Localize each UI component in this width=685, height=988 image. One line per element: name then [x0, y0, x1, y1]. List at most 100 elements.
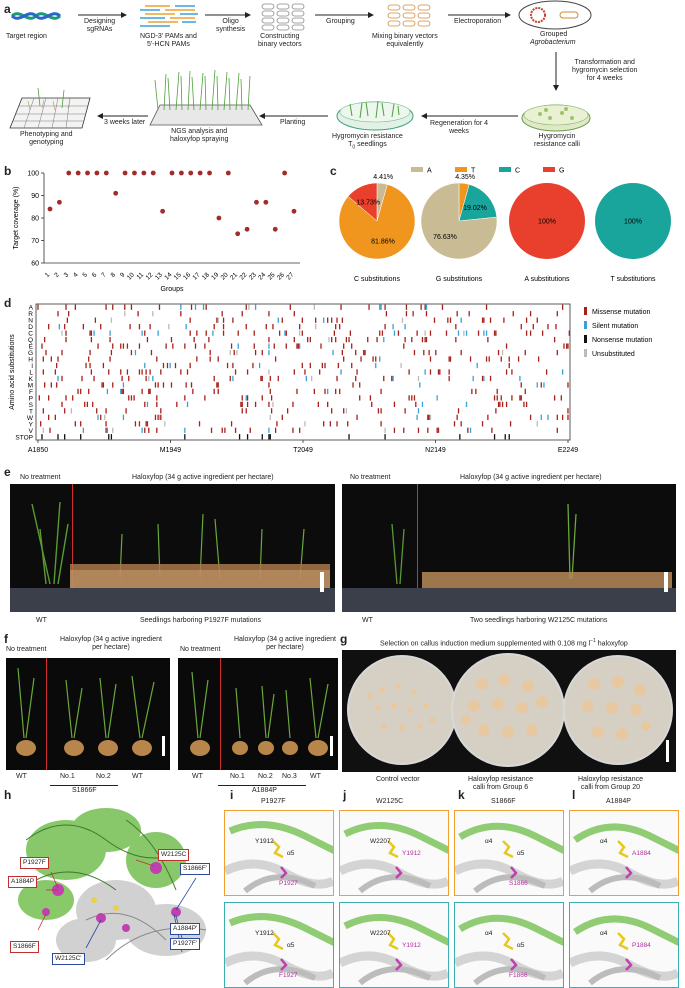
mutation-mark — [213, 388, 215, 395]
hygro-seedlings-label: Hygromycin resistance T0 seedlings — [332, 133, 403, 151]
data-point — [197, 170, 203, 176]
mutation-mark — [70, 408, 73, 414]
mutation-mark — [110, 317, 113, 323]
e-left-caption: Seedlings harboring P1927F mutations — [140, 617, 262, 624]
row-label: K — [29, 376, 34, 383]
mutation-mark — [505, 401, 508, 408]
side-chain-magenta — [395, 866, 403, 879]
mutation-mark — [93, 375, 95, 382]
x-tick-label: 4 — [72, 271, 80, 279]
mutation-mark — [429, 330, 432, 336]
mutation-mark — [230, 421, 233, 427]
mutation-mark — [129, 324, 131, 330]
ngs-tray-icon — [149, 69, 263, 126]
pie-2: 100% A substitutions — [509, 183, 585, 283]
data-point — [169, 170, 175, 176]
mutation-mark — [77, 388, 79, 395]
mutation-mark — [269, 414, 271, 420]
dish-caption: Control vector — [376, 776, 420, 783]
legend-swatch — [499, 167, 511, 172]
photo-g — [342, 650, 676, 772]
data-point — [141, 170, 147, 176]
mutation-mark — [189, 362, 191, 369]
mutation-mark — [222, 324, 225, 330]
mutant-structure-box: W2207 Y1912 — [339, 902, 449, 988]
mutation-mark — [517, 356, 520, 362]
mutation-mark — [97, 414, 99, 420]
mutation-mark — [249, 427, 251, 433]
protein-structure-overview — [18, 808, 207, 962]
mutation-mark — [351, 343, 353, 349]
mutation-mark — [343, 343, 345, 349]
mutation-mark — [150, 349, 153, 356]
mutation-mark — [448, 375, 450, 382]
mutation-mark — [429, 356, 432, 362]
mutation-mark — [149, 369, 151, 375]
structure-title: P1927F — [261, 798, 286, 805]
mutation-mark — [245, 304, 247, 310]
mutation-mark — [157, 382, 159, 388]
mutation-mark — [380, 408, 382, 414]
mutation-mark — [457, 408, 460, 414]
mutation-mark — [423, 349, 425, 356]
mutation-mark — [156, 395, 158, 401]
residue-label: F1866 — [509, 972, 528, 979]
mutation-mark — [293, 336, 295, 343]
mutation-mark — [125, 408, 127, 414]
mutation-mark — [311, 375, 313, 382]
panel-label-k: k — [458, 788, 465, 802]
data-point — [132, 170, 137, 176]
mutation-mark — [110, 434, 113, 440]
e-right-haloxyfop: Haloxyfop (34 g active ingredient per he… — [460, 474, 602, 481]
mutation-mark — [420, 304, 422, 310]
mutation-mark — [134, 421, 137, 427]
mutation-mark — [545, 369, 548, 375]
mutation-mark — [340, 304, 342, 310]
mutation-mark — [172, 343, 174, 349]
mutation-mark — [134, 349, 137, 356]
mutation-mark — [189, 330, 191, 336]
mutation-mark — [436, 395, 438, 401]
data-point — [122, 170, 128, 176]
f-left-no-treatment: No treatment — [6, 646, 47, 653]
x-tick-label: 24 — [257, 271, 267, 281]
mutation-mark — [488, 356, 490, 362]
mutation-mark — [268, 349, 270, 356]
mutation-mark — [145, 369, 147, 375]
legend-label: C — [515, 168, 520, 175]
side-chain-magenta — [625, 866, 633, 879]
side-chain-magenta — [395, 958, 403, 971]
three-weeks-label: 3 weeks later — [104, 119, 146, 126]
mutation-mark — [460, 349, 462, 356]
mutation-mark — [109, 356, 111, 362]
mutation-mark — [252, 362, 254, 369]
h-label-a1884p: A1884P — [8, 876, 38, 888]
photo-f-left — [6, 658, 170, 770]
mutation-mark — [149, 324, 151, 330]
x-tick-label: 8 — [110, 271, 118, 279]
mutation-mark — [61, 375, 63, 382]
mutation-mark — [246, 401, 249, 408]
mutation-mark — [261, 434, 263, 440]
x-tick-label: 6 — [91, 271, 99, 279]
calli-dish-icon — [521, 104, 591, 132]
data-point — [85, 170, 90, 176]
mutation-mark — [148, 427, 150, 433]
mutation-mark — [375, 362, 377, 369]
mutation-mark — [465, 401, 468, 408]
mutation-mark — [379, 356, 381, 362]
e-left-no-treatment: No treatment — [20, 474, 61, 481]
mutation-mark — [433, 317, 436, 323]
wildtype-structure-box: W2207 Y1912 — [339, 810, 449, 896]
helix-gray — [358, 966, 432, 986]
mutation-mark — [419, 382, 421, 388]
mutation-mark — [122, 382, 125, 388]
x-tick-label: 10 — [126, 271, 136, 281]
sample-label: WT — [132, 773, 143, 780]
mutation-mark — [401, 317, 404, 323]
legend-swatch — [584, 349, 587, 357]
slice-label: 13.73% — [356, 200, 380, 207]
mutation-mark — [120, 388, 122, 395]
mutation-mark — [459, 434, 461, 440]
h-label-s1866f: S1866F — [10, 941, 39, 953]
